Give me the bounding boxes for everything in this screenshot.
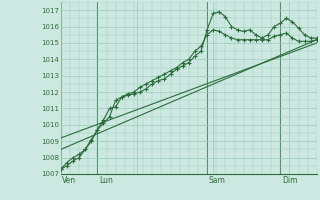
Text: Lun: Lun <box>99 176 113 185</box>
Text: Ven: Ven <box>62 176 76 185</box>
Text: Dim: Dim <box>282 176 297 185</box>
Text: Sam: Sam <box>209 176 226 185</box>
